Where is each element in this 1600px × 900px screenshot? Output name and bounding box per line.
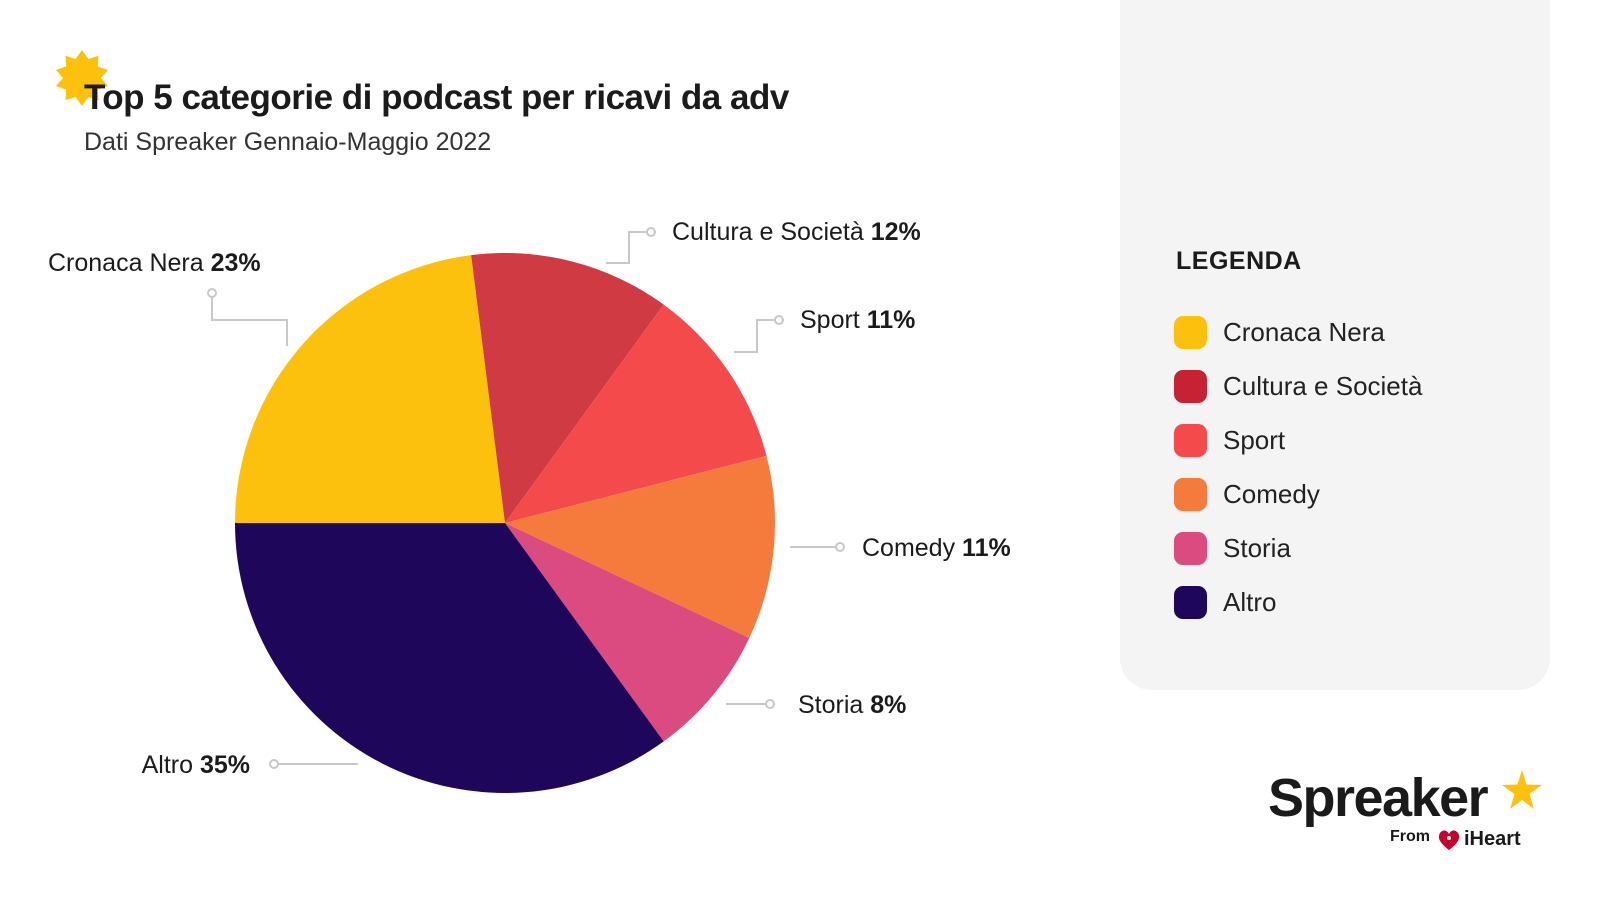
legend-swatch <box>1174 315 1207 349</box>
legend-list: Cronaca Nera Cultura e Società Sport Com… <box>1174 305 1422 629</box>
pie-slice-sport <box>505 304 767 523</box>
star-icon <box>1502 770 1542 809</box>
leader-dot <box>207 288 217 298</box>
data-label: Storia 8% <box>798 691 906 719</box>
data-label-name: Sport <box>800 306 867 334</box>
leader-dot <box>765 699 775 709</box>
legend-swatch <box>1174 369 1207 403</box>
legend-label: Comedy <box>1223 478 1320 509</box>
legend-swatch <box>1174 423 1207 457</box>
data-label-name: Altro <box>142 751 200 779</box>
data-label-value: 35% <box>200 751 250 779</box>
legend-label: Cultura e Società <box>1223 370 1423 401</box>
leader-dot <box>646 227 656 237</box>
data-label-name: Cultura e Società <box>672 218 871 246</box>
leader-line <box>211 294 288 346</box>
data-label-value: 11% <box>867 306 916 334</box>
data-label-value: 8% <box>870 691 906 719</box>
iheart-logo-icon <box>1438 830 1460 850</box>
brand-name: Spreaker <box>1268 768 1489 828</box>
pie-slice-altro <box>235 523 664 793</box>
legend-swatch <box>1174 531 1207 565</box>
chart-subtitle: Dati Spreaker Gennaio-Maggio 2022 <box>84 128 492 156</box>
leader-dot <box>835 542 845 552</box>
legend-item-storia: Storia <box>1174 521 1422 575</box>
leader-line <box>734 319 778 353</box>
legend-item-cultura-e-societa: Cultura e Società <box>1174 359 1422 413</box>
star-burst-icon <box>56 50 108 106</box>
data-label: Cultura e Società 12% <box>672 218 921 246</box>
brand-from: From <box>1390 828 1430 845</box>
data-label-value: 11% <box>962 534 1011 562</box>
legend-item-sport: Sport <box>1174 413 1422 467</box>
data-label-name: Cronaca Nera <box>48 249 211 277</box>
legend-panel: LEGENDA Cronaca Nera Cultura e Società S… <box>1120 0 1550 690</box>
legend-label: Altro <box>1223 586 1277 617</box>
pie-chart: Cronaca Nera 23% Cultura e Società 12% Spo… <box>48 218 1011 793</box>
data-label-name: Storia <box>798 691 870 719</box>
pie-slice-cronaca-nera <box>235 255 505 523</box>
leader-line <box>606 231 650 264</box>
leader-dot <box>269 759 279 769</box>
leader-dot <box>774 315 784 325</box>
data-label-value: 12% <box>871 218 921 246</box>
brand-partner: iHeart <box>1464 828 1521 850</box>
data-label: Sport 11% <box>800 306 915 334</box>
legend-item-cronaca-nera: Cronaca Nera <box>1174 305 1422 359</box>
pie-slice-storia <box>505 523 750 742</box>
legend-item-altro: Altro <box>1174 575 1422 629</box>
pie-slice-cultura-e-societ <box>471 252 664 523</box>
legend-label: Cronaca Nera <box>1223 316 1385 347</box>
legend-title: LEGENDA <box>1176 247 1302 275</box>
chart-title: Top 5 categorie di podcast per ricavi da… <box>84 78 789 117</box>
pie-slice-comedy <box>505 455 775 638</box>
legend-item-comedy: Comedy <box>1174 467 1422 521</box>
data-label-value: 23% <box>211 249 261 277</box>
legend-swatch <box>1174 477 1207 511</box>
data-label-name: Comedy <box>862 534 962 562</box>
data-label: Comedy 11% <box>862 534 1011 562</box>
data-label: Altro 35% <box>142 751 250 779</box>
legend-swatch <box>1174 585 1207 619</box>
legend-label: Storia <box>1223 532 1291 563</box>
spreaker-logo: Spreaker From iHeart <box>1268 768 1568 858</box>
legend-label: Sport <box>1223 424 1286 455</box>
data-label: Cronaca Nera 23% <box>48 249 261 277</box>
